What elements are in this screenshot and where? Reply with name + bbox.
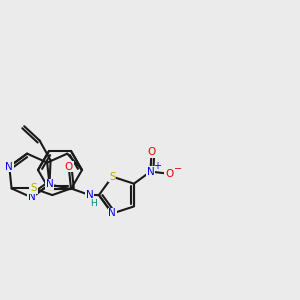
Text: S: S: [109, 172, 116, 182]
Text: S: S: [30, 184, 37, 194]
Text: N: N: [28, 192, 36, 203]
Text: −: −: [174, 164, 182, 174]
Text: +: +: [153, 160, 161, 171]
Text: N: N: [147, 167, 154, 177]
Text: N: N: [108, 208, 116, 218]
Text: N: N: [46, 179, 53, 190]
Text: N: N: [5, 162, 13, 172]
Text: O: O: [165, 169, 173, 179]
Text: N: N: [86, 190, 94, 200]
Text: O: O: [65, 162, 73, 172]
Text: O: O: [147, 147, 156, 157]
Text: H: H: [90, 199, 97, 208]
